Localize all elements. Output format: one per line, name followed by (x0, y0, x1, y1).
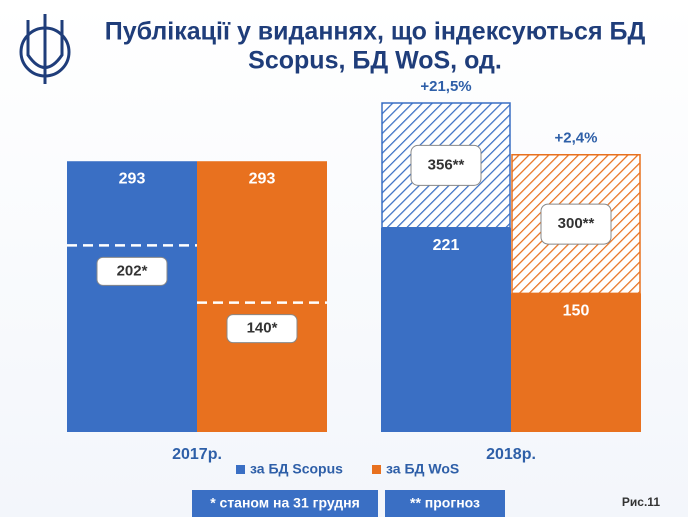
note: * станом на 31 грудня (210, 495, 360, 511)
growth-label: +2,4% (555, 130, 598, 147)
growth-label: +21,5% (420, 78, 471, 95)
marker-label-box (96, 256, 168, 286)
forecast-label: 356** (428, 156, 465, 173)
x-tick-label: 2018р. (486, 446, 536, 463)
marker-label: 202* (117, 262, 148, 279)
logo (19, 14, 71, 84)
legend-label: за БД Scopus (250, 461, 343, 477)
value-label: 293 (119, 170, 146, 187)
bar (67, 161, 197, 432)
chart-title: Scopus, БД WoS, од. (248, 47, 502, 75)
legend-label: за БД WoS (386, 461, 459, 477)
note-box (192, 490, 378, 517)
value-label: 150 (563, 303, 590, 320)
bar (197, 161, 327, 432)
x-tick-label: 2017р. (172, 446, 222, 463)
legend-swatch (372, 465, 381, 474)
forecast-label-box (540, 203, 612, 245)
note: ** прогноз (410, 495, 480, 511)
note-box (385, 490, 505, 517)
chart-title: Публікації у виданнях, що індексуються Б… (105, 18, 646, 46)
forecast-label: 300** (558, 215, 595, 232)
forecast-label-box (410, 144, 482, 186)
legend-swatch (236, 465, 245, 474)
value-label: 221 (433, 237, 460, 254)
bar (381, 227, 511, 432)
value-label: 293 (249, 170, 276, 187)
marker-label: 140* (247, 320, 278, 337)
marker-label-box (226, 314, 298, 344)
bar (511, 293, 641, 432)
figure-label: Рис.11 (622, 495, 660, 509)
